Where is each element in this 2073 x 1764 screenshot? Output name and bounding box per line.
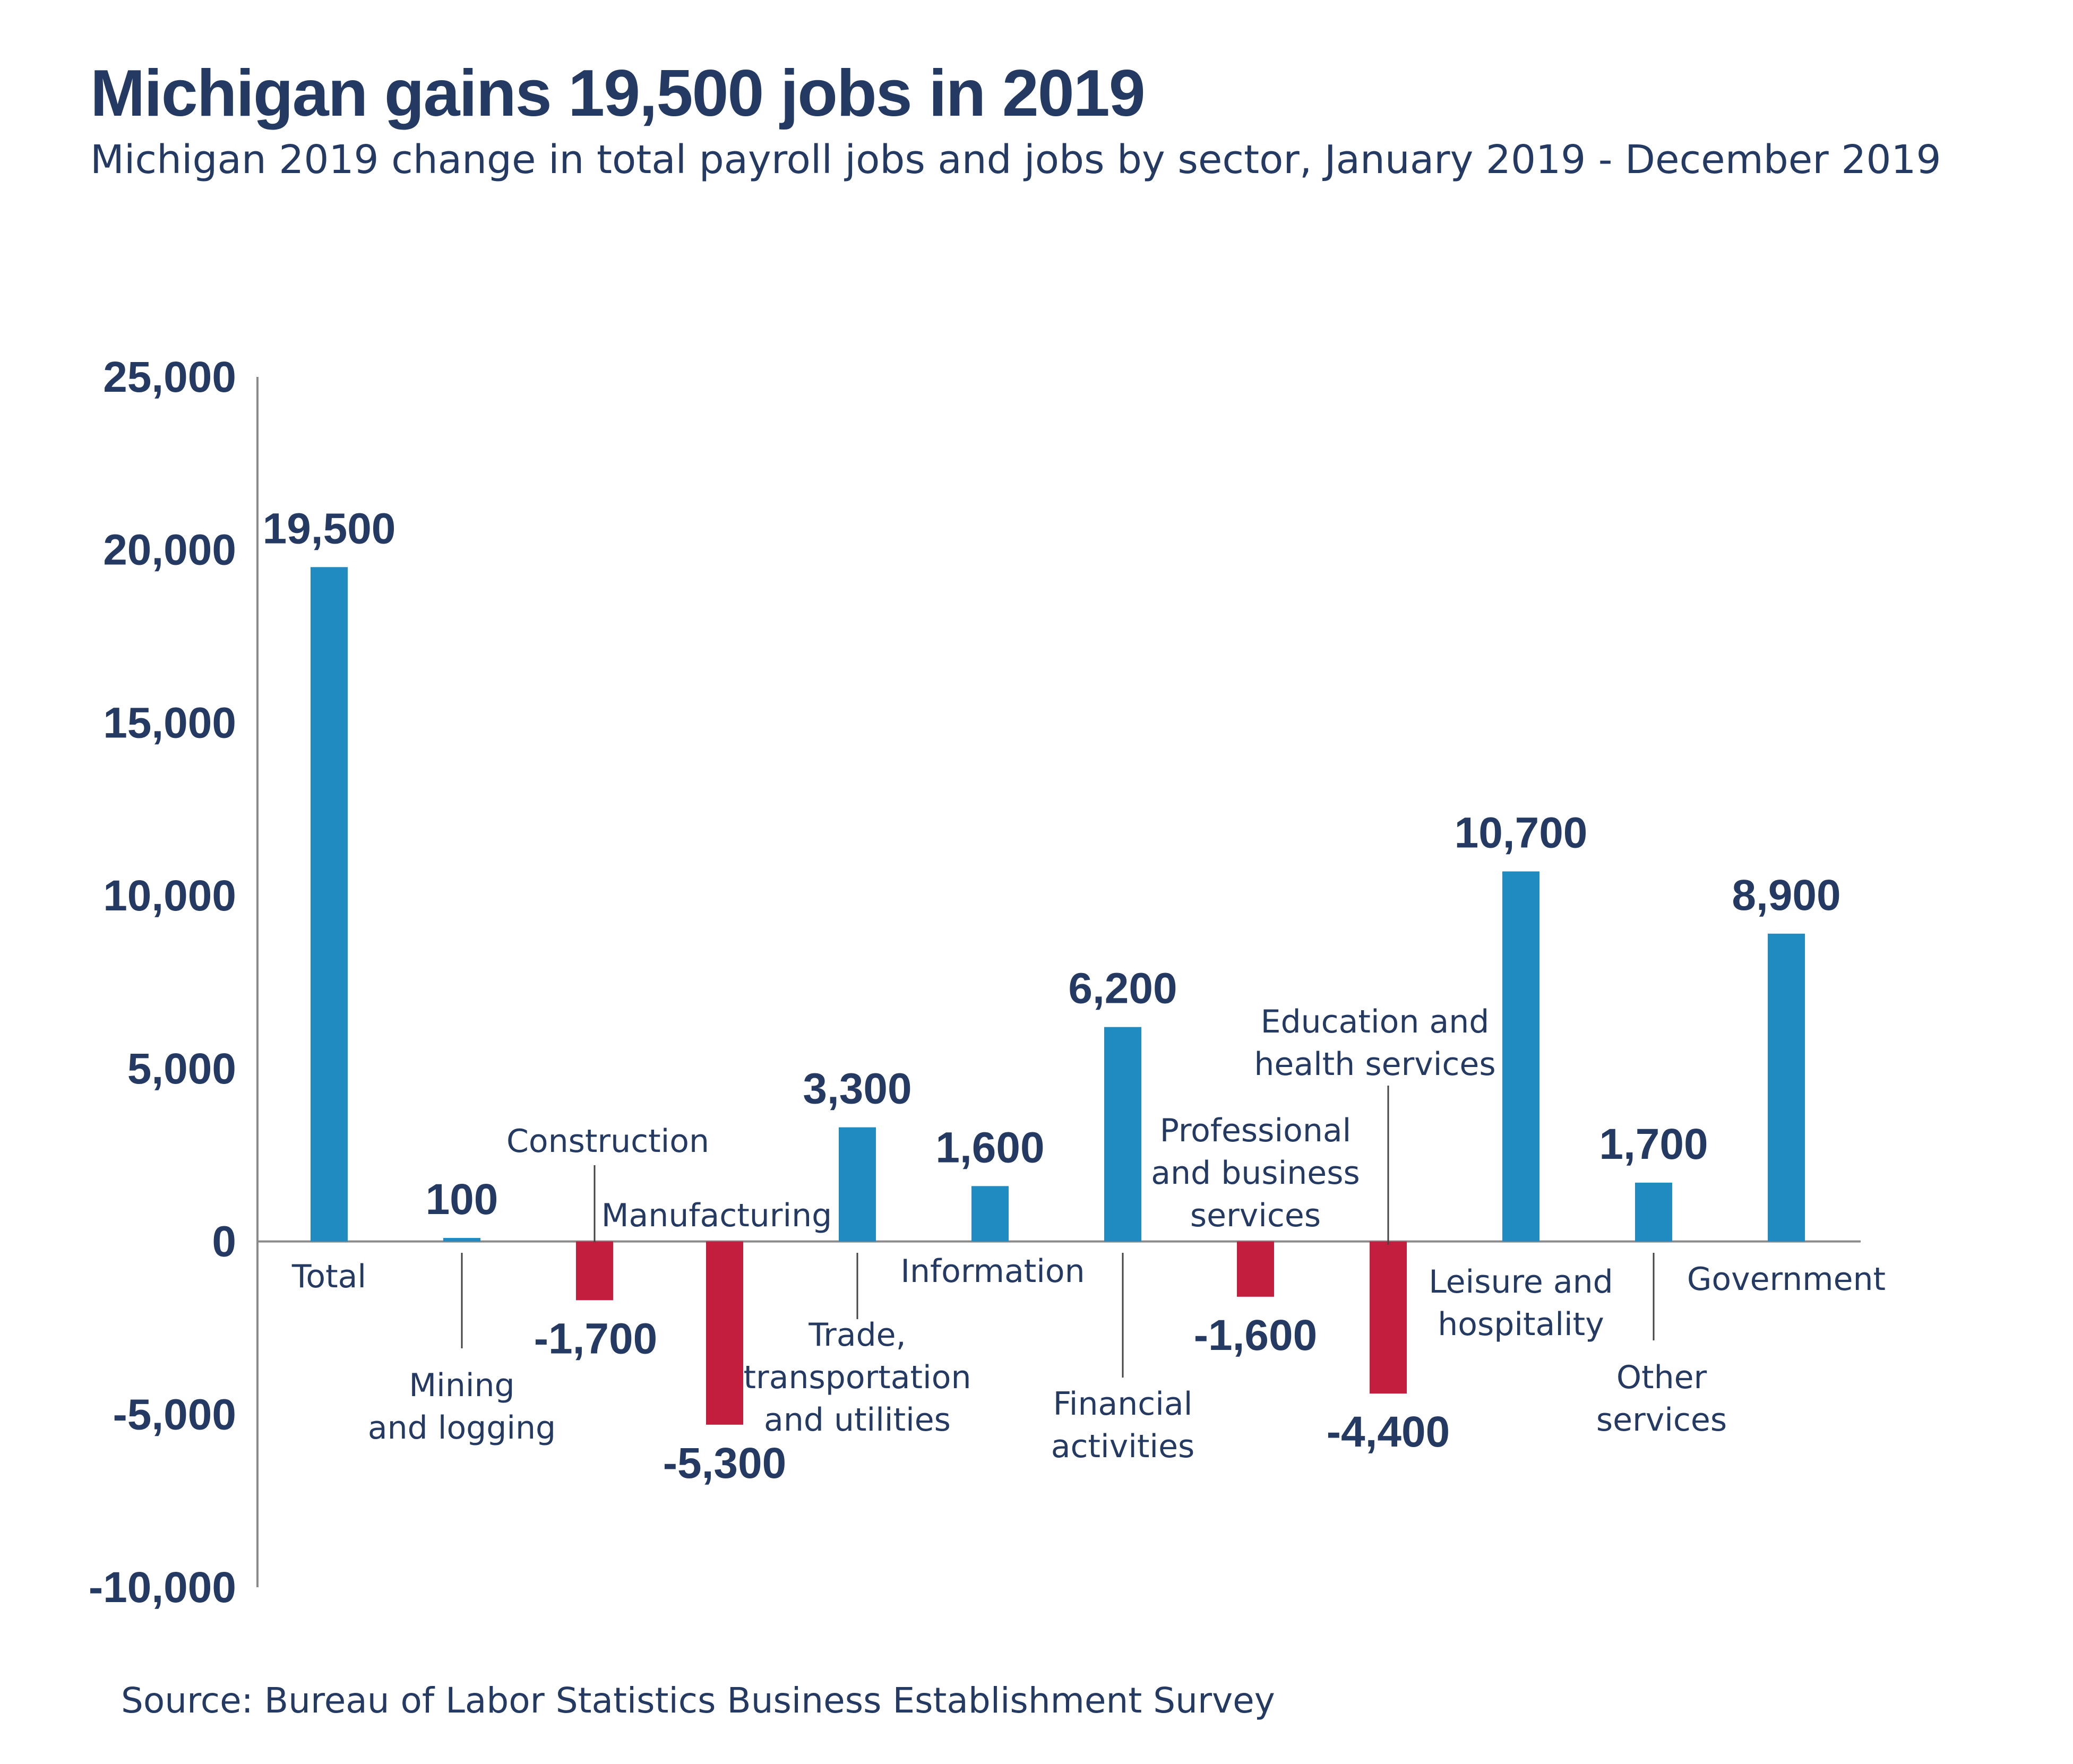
y-tick-label: -5,000 [113,1390,236,1439]
value-label: 1,700 [1599,1120,1708,1168]
value-label: 1,600 [935,1123,1044,1172]
y-axis-ticks: 25,000 20,000 15,000 10,000 5,000 0 -5,000 -10,… [89,353,236,1612]
value-label: 6,200 [1068,965,1177,1013]
value-label: 3,300 [803,1065,911,1113]
bar [1237,1241,1274,1297]
bar [1768,933,1805,1242]
category-label: Government [1687,1261,1886,1298]
category-label: Education and health services [1254,1003,1495,1083]
bar [1370,1241,1407,1394]
bar [1635,1182,1672,1242]
category-label: Information [900,1253,1085,1290]
chart-subtitle: Michigan 2019 change in total payroll jo… [90,137,1941,183]
value-label: -1,700 [534,1314,658,1363]
bar [971,1186,1009,1242]
category-label: Total [291,1258,366,1295]
bar [1104,1027,1141,1242]
category-label: Leisure and hospitality [1429,1263,1613,1343]
value-label: 10,700 [1455,809,1588,857]
category-label: Construction [506,1123,709,1160]
y-tick-label: 5,000 [127,1045,236,1093]
value-label: -4,400 [1327,1408,1450,1456]
category-labels: Total Mining and logging Construction Manufa… [291,1003,1886,1465]
value-label: 100 [426,1175,498,1224]
bar [839,1127,876,1242]
value-label: -5,300 [663,1439,787,1487]
bar [1502,871,1539,1242]
chart-title: Michigan gains 19,500 jobs in 2019 [90,57,1146,130]
value-label: 8,900 [1732,871,1840,919]
bar [576,1241,613,1301]
leader-lines [461,1086,1655,1378]
bar [311,567,348,1242]
bar [443,1238,480,1242]
category-label: Professional and business services [1151,1112,1360,1234]
source-note: Source: Bureau of Labor Statistics Busin… [121,1680,1275,1721]
axes [256,377,1861,1587]
value-label: -1,600 [1194,1311,1318,1359]
y-tick-label: 0 [212,1218,236,1266]
y-tick-label: -10,000 [89,1563,236,1612]
y-tick-label: 15,000 [103,699,236,747]
bars [311,567,1805,1425]
bar [706,1241,743,1425]
category-label: Manufacturing [601,1197,832,1234]
y-tick-label: 25,000 [103,353,236,401]
category-label: Mining and logging [368,1367,556,1447]
category-label: Financial activities [1051,1386,1195,1465]
value-label: 19,500 [263,504,396,553]
category-label: Other services [1596,1359,1727,1439]
value-labels: 19,500 100 -1,700 -5,300 3,300 1,600 6,200 -1,6… [263,504,1841,1487]
y-tick-label: 20,000 [103,526,236,574]
y-tick-label: 10,000 [103,872,236,920]
category-label: Trade, transportation and utilities [744,1316,971,1439]
